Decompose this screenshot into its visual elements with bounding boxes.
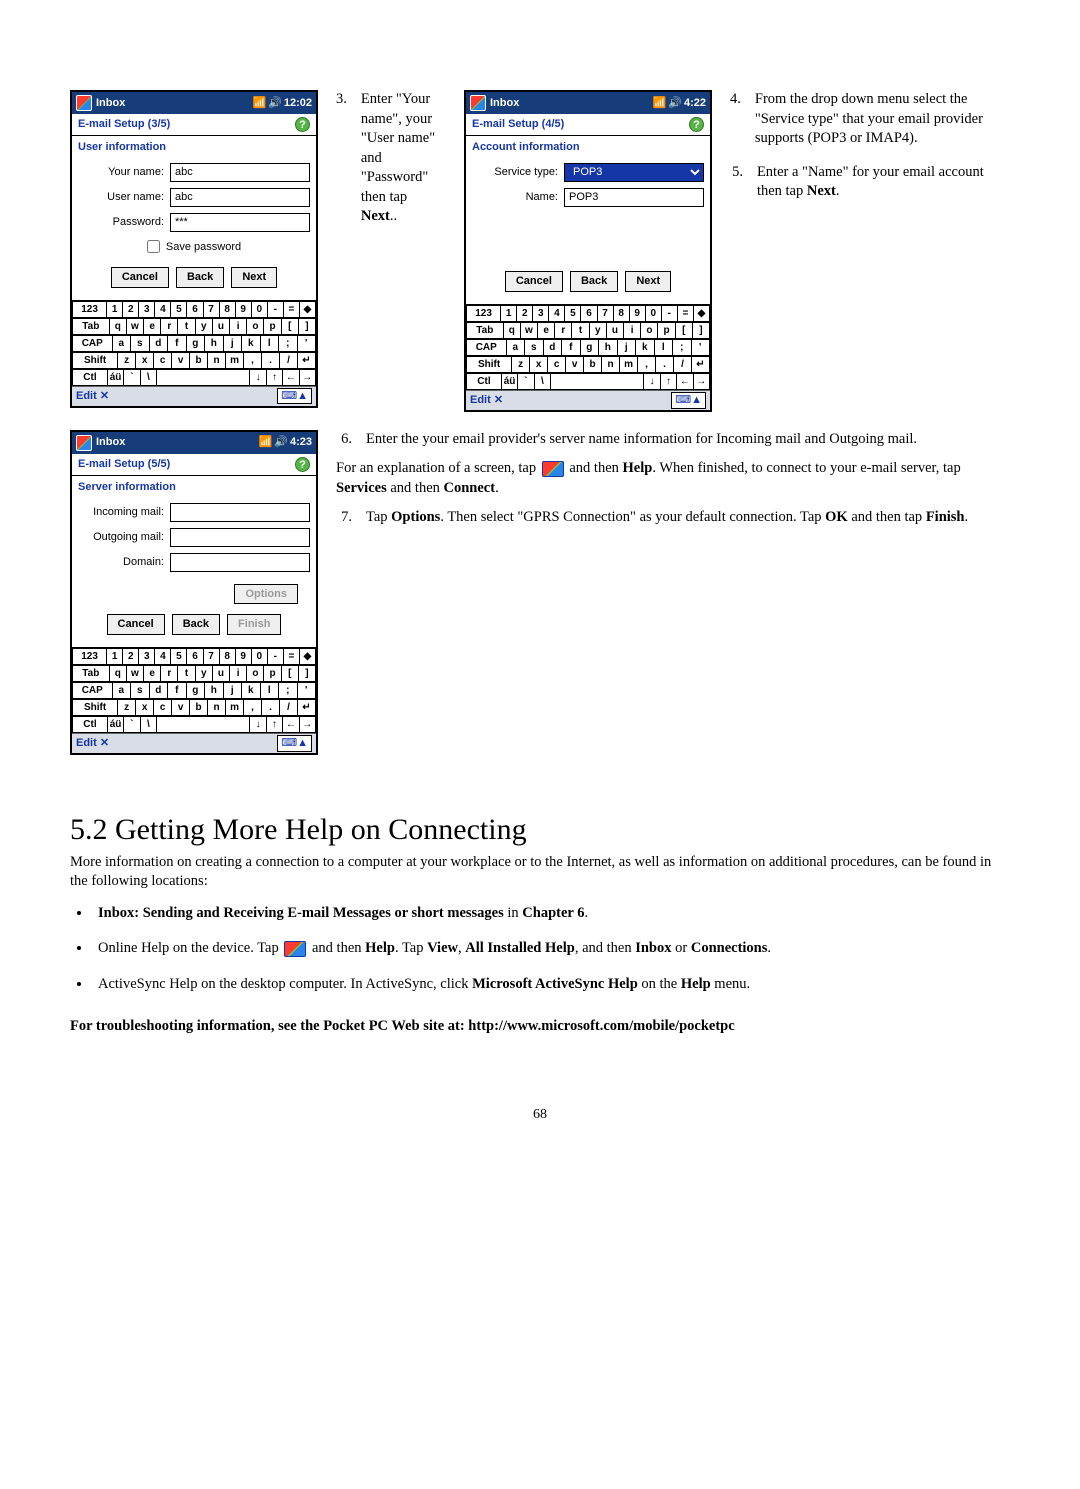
- password-input[interactable]: ***: [170, 213, 310, 232]
- page-number: 68: [70, 1106, 1010, 1125]
- window-title: Inbox: [96, 96, 125, 111]
- wizard-step: E-mail Setup (5/5) ?: [72, 454, 316, 476]
- window-title: Inbox: [490, 96, 519, 111]
- domain-label: Domain:: [78, 555, 170, 570]
- account-name-input[interactable]: POP3: [564, 188, 704, 207]
- signal-icon: [252, 96, 266, 111]
- keyboard-toggle-icon[interactable]: ⌨▲: [277, 388, 312, 405]
- speaker-icon: [266, 96, 284, 111]
- soft-keyboard[interactable]: 1231234567890-=◆Tabqwertyuiop[]CAPasdfgh…: [72, 300, 316, 386]
- titlebar: Inbox 4:22: [466, 92, 710, 114]
- windows-icon: [76, 95, 92, 111]
- screenshot-email-setup-3: Inbox 12:02 E-mail Setup (3/5) ? User in…: [70, 90, 318, 408]
- edit-bar: Edit ✕ ⌨▲: [72, 386, 316, 406]
- troubleshoot-footer: For troubleshooting information, see the…: [70, 1018, 735, 1034]
- titlebar: Inbox 4:23: [72, 432, 316, 454]
- start-icon: [284, 941, 306, 957]
- outgoing-mail-input[interactable]: [170, 528, 310, 547]
- section-heading: 5.2 Getting More Help on Connecting: [70, 810, 1010, 851]
- soft-keyboard[interactable]: 1231234567890-=◆Tabqwertyuiop[]CAPasdfgh…: [72, 647, 316, 733]
- service-type-select[interactable]: POP3: [564, 163, 704, 182]
- back-button[interactable]: Back: [172, 614, 220, 635]
- back-button[interactable]: Back: [176, 267, 224, 288]
- step-4-5-text: 4.From the drop down menu select the "Se…: [730, 90, 1010, 212]
- domain-input[interactable]: [170, 553, 310, 572]
- wizard-step: E-mail Setup (3/5) ?: [72, 114, 316, 136]
- incoming-mail-label: Incoming mail:: [78, 505, 170, 520]
- edit-menu[interactable]: Edit ✕: [76, 389, 109, 404]
- keyboard-toggle-icon[interactable]: ⌨▲: [671, 392, 706, 409]
- steps-6-7-text: 6.Enter the your email provider's server…: [336, 430, 1010, 538]
- user-name-label: User name:: [78, 190, 170, 205]
- signal-icon: [653, 96, 667, 111]
- edit-bar: Edit ✕ ⌨▲: [466, 390, 710, 410]
- help-icon[interactable]: ?: [689, 117, 704, 132]
- service-type-label: Service type:: [472, 165, 564, 180]
- next-button[interactable]: Next: [231, 267, 277, 288]
- finish-button[interactable]: Finish: [227, 614, 281, 635]
- help-icon[interactable]: ?: [295, 117, 310, 132]
- incoming-mail-input[interactable]: [170, 503, 310, 522]
- section-header: Server information: [72, 476, 316, 501]
- cancel-button[interactable]: Cancel: [107, 614, 165, 635]
- help-icon[interactable]: ?: [295, 457, 310, 472]
- screenshot-email-setup-5: Inbox 4:23 E-mail Setup (5/5) ? Server i…: [70, 430, 318, 756]
- your-name-label: Your name:: [78, 165, 170, 180]
- help-bullets: Inbox: Sending and Receiving E-mail Mess…: [92, 904, 1010, 995]
- clock: 12:02: [284, 96, 312, 111]
- back-button[interactable]: Back: [570, 271, 618, 292]
- your-name-input[interactable]: abc: [170, 163, 310, 182]
- keyboard-toggle-icon[interactable]: ⌨▲: [277, 735, 312, 752]
- options-button[interactable]: Options: [234, 584, 298, 605]
- section-header: User information: [72, 136, 316, 161]
- save-password-checkbox[interactable]: [147, 240, 160, 253]
- step-3-text: 3. Enter "Your name", your "User name" a…: [336, 90, 446, 237]
- password-label: Password:: [78, 215, 170, 230]
- clock: 4:22: [684, 96, 706, 111]
- edit-menu[interactable]: Edit ✕: [470, 393, 503, 408]
- speaker-icon: [666, 96, 684, 111]
- account-name-label: Name:: [472, 190, 564, 205]
- soft-keyboard[interactable]: 1231234567890-=◆Tabqwertyuiop[]CAPasdfgh…: [466, 304, 710, 390]
- wizard-step: E-mail Setup (4/5) ?: [466, 114, 710, 136]
- windows-icon: [76, 435, 92, 451]
- titlebar: Inbox 12:02: [72, 92, 316, 114]
- screenshot-email-setup-4: Inbox 4:22 E-mail Setup (4/5) ? Account …: [464, 90, 712, 412]
- cancel-button[interactable]: Cancel: [505, 271, 563, 292]
- section-header: Account information: [466, 136, 710, 161]
- cancel-button[interactable]: Cancel: [111, 267, 169, 288]
- user-name-input[interactable]: abc: [170, 188, 310, 207]
- edit-menu[interactable]: Edit ✕: [76, 736, 109, 751]
- start-icon: [542, 461, 564, 477]
- windows-icon: [470, 95, 486, 111]
- clock: 4:23: [290, 435, 312, 450]
- speaker-icon: [272, 435, 290, 450]
- next-button[interactable]: Next: [625, 271, 671, 292]
- window-title: Inbox: [96, 435, 125, 450]
- signal-icon: [259, 435, 273, 450]
- outgoing-mail-label: Outgoing mail:: [78, 530, 170, 545]
- edit-bar: Edit ✕ ⌨▲: [72, 733, 316, 753]
- save-password-label: Save password: [166, 241, 241, 253]
- section-intro: More information on creating a connectio…: [70, 853, 1010, 892]
